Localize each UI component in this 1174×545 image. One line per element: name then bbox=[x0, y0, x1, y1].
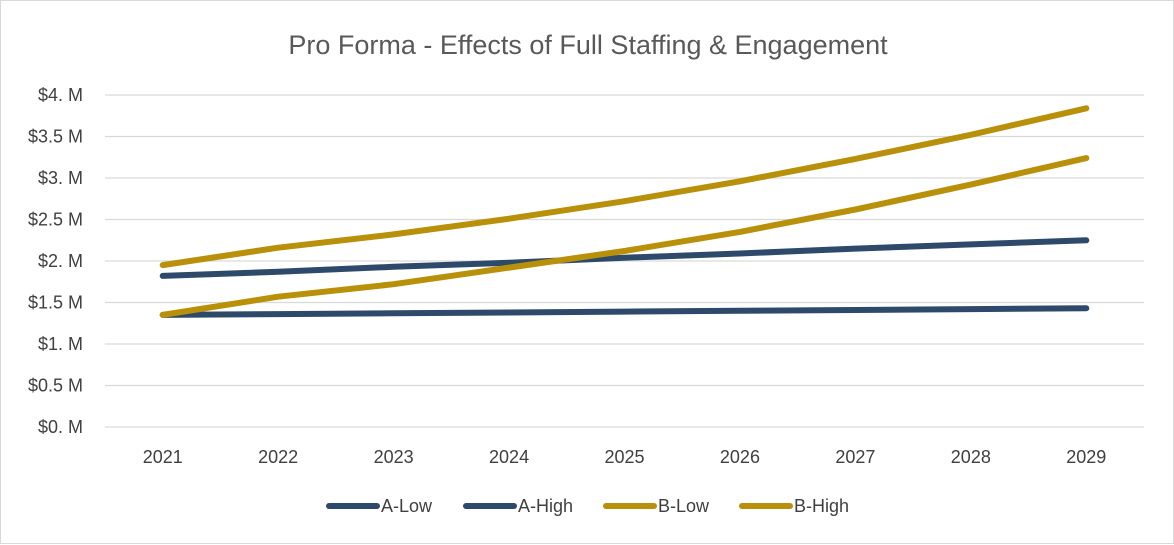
x-axis-tick-labels: 2021 2022 2023 2024 2025 2026 2027 2028 2029 bbox=[143, 447, 1107, 467]
x-tick-label: 2025 bbox=[604, 447, 644, 467]
series-line-b-high bbox=[159, 105, 1090, 269]
y-tick-label: $2.5 M bbox=[28, 210, 83, 230]
x-tick-label: 2026 bbox=[720, 447, 760, 467]
gridlines bbox=[105, 94, 1144, 428]
x-tick-label: 2029 bbox=[1066, 447, 1106, 467]
legend-label: B-High bbox=[794, 496, 849, 516]
legend: A-Low A-High B-Low B-High bbox=[326, 496, 849, 516]
y-tick-label: $3.5 M bbox=[28, 127, 83, 147]
series-line-a-low bbox=[159, 305, 1090, 318]
y-tick-label: $0. M bbox=[38, 417, 83, 437]
x-tick-label: 2028 bbox=[951, 447, 991, 467]
legend-label: B-Low bbox=[658, 496, 710, 516]
x-tick-label: 2027 bbox=[835, 447, 875, 467]
series-lines bbox=[159, 105, 1090, 318]
legend-label: A-Low bbox=[381, 496, 433, 516]
x-tick-label: 2022 bbox=[258, 447, 298, 467]
series-line-a-high bbox=[159, 237, 1090, 279]
y-tick-label: $2. M bbox=[38, 251, 83, 271]
series-line-b-low bbox=[159, 155, 1090, 318]
chart-title: Pro Forma - Effects of Full Staffing & E… bbox=[288, 30, 888, 60]
legend-label: A-High bbox=[518, 496, 573, 516]
y-tick-label: $1. M bbox=[38, 334, 83, 354]
y-tick-label: $4. M bbox=[38, 85, 83, 105]
x-tick-label: 2021 bbox=[143, 447, 183, 467]
y-tick-label: $0.5 M bbox=[28, 376, 83, 396]
x-tick-label: 2023 bbox=[374, 447, 414, 467]
x-tick-label: 2024 bbox=[489, 447, 529, 467]
y-tick-label: $3. M bbox=[38, 168, 83, 188]
y-tick-label: $1.5 M bbox=[28, 293, 83, 313]
y-axis-tick-labels: $0. M $0.5 M $1. M $1.5 M $2. M $2.5 M $3. M $3… bbox=[28, 85, 83, 437]
